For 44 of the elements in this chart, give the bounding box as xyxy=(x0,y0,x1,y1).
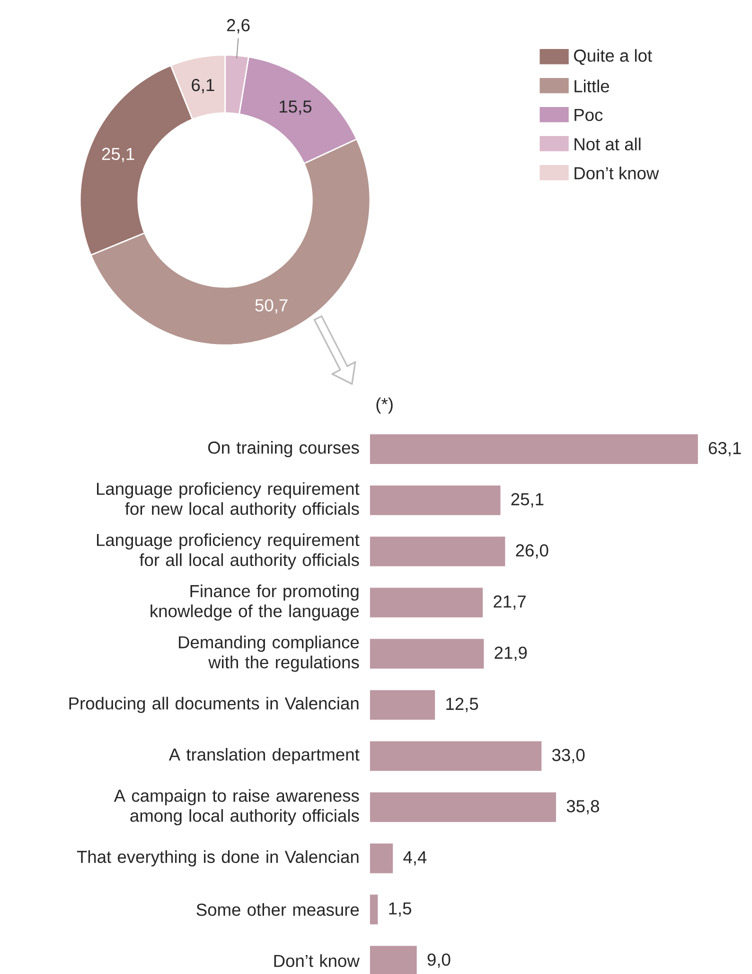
bar xyxy=(370,485,500,516)
y-tick-label: Producing all documents in Valencian xyxy=(69,696,358,713)
data-label: 50,7 xyxy=(255,299,288,314)
bar xyxy=(370,792,556,822)
bar xyxy=(370,690,435,720)
bar xyxy=(370,434,698,464)
legend-label: Don’t know xyxy=(574,166,659,180)
data-label: 21,7 xyxy=(494,595,526,610)
y-tick-label: That everything is done in Valencian xyxy=(77,850,358,866)
legend-label: Poc xyxy=(574,108,603,122)
data-label: 63,1 xyxy=(708,442,741,456)
y-tick-label: Finance for promoting knowledge of the language xyxy=(150,584,359,621)
data-label: 25,1 xyxy=(511,493,544,508)
bar xyxy=(370,536,506,566)
data-label: 25,1 xyxy=(102,148,134,162)
y-tick-label: Demanding compliance with the regulations xyxy=(178,636,359,672)
legend-label: Not at all xyxy=(574,138,640,150)
y-tick-label: Language proficiency requirement for new local authority officials xyxy=(97,482,360,518)
text: (*) xyxy=(376,397,393,414)
bar xyxy=(370,946,417,974)
bar xyxy=(370,844,393,874)
data-label: 26,0 xyxy=(516,544,548,559)
bar xyxy=(370,638,484,669)
data-label: 21,9 xyxy=(494,646,527,661)
data-label: 6,1 xyxy=(192,78,214,94)
data-label: 9,0 xyxy=(428,954,450,968)
y-tick-label: Don’t know xyxy=(274,954,360,968)
data-label: 1,5 xyxy=(389,902,412,917)
data-label: 4,4 xyxy=(403,851,426,866)
bar xyxy=(370,741,542,771)
bar xyxy=(370,894,378,924)
legend-label: Little xyxy=(574,80,610,92)
data-label: 2,6 xyxy=(227,19,250,34)
y-tick-label: A translation department xyxy=(168,748,360,764)
y-tick-label: Language proficiency requirement for all local authority officials xyxy=(97,533,360,570)
y-tick-label: A campaign to raise awareness among local authority officials xyxy=(114,789,359,826)
y-tick-label: Some other measure xyxy=(196,903,359,916)
data-label: 33,0 xyxy=(552,748,585,764)
data-label: 35,8 xyxy=(566,800,600,814)
data-label: 15,5 xyxy=(280,100,312,115)
y-tick-label: On training courses xyxy=(208,441,359,458)
bar xyxy=(370,588,483,618)
legend-label: Quite a lot xyxy=(574,49,652,65)
data-label: 12,5 xyxy=(446,698,478,712)
